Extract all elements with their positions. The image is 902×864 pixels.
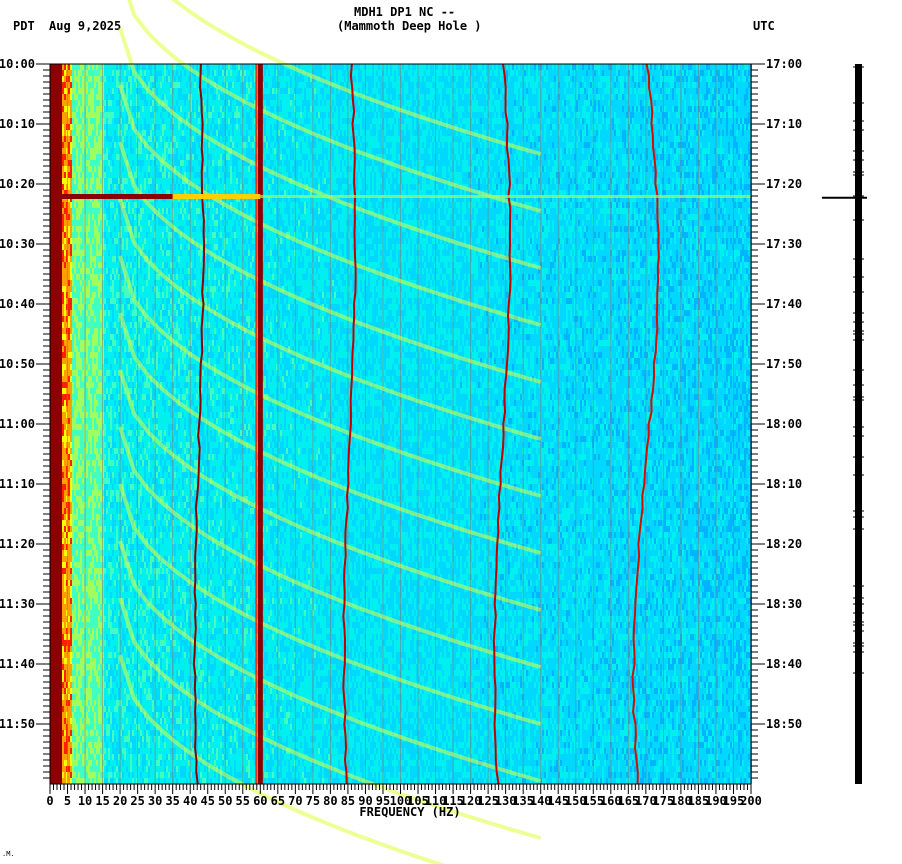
frequency-tick-label: 200 [740, 794, 762, 808]
left-time-tick-label: 11:30 [0, 597, 35, 611]
frequency-tick-label: 0 [46, 794, 53, 808]
seismogram-trace [822, 64, 867, 784]
left-time-tick-label: 11:40 [0, 657, 35, 671]
left-time-axis: 10:00 10:10 10:20 10:30 10:40 10:50 11:00 11:10… [0, 57, 50, 778]
frequency-tick-label: 65 [271, 794, 285, 808]
frequency-tick-label: 30 [148, 794, 162, 808]
right-time-tick-label: 17:30 [766, 237, 802, 251]
frequency-tick-label: 45 [200, 794, 214, 808]
frequency-tick-label: 80 [323, 794, 337, 808]
right-time-tick-label: 18:50 [766, 717, 802, 731]
x-axis-label: FREQUENCY (HZ) [359, 805, 460, 819]
left-time-tick-label: 10:20 [0, 177, 35, 191]
frequency-tick-label: 20 [113, 794, 127, 808]
footer-mark: .M. [2, 850, 15, 858]
right-time-tick-label: 17:50 [766, 357, 802, 371]
right-time-tick-label: 18:30 [766, 597, 802, 611]
frequency-tick-label: 70 [288, 794, 302, 808]
left-time-tick-label: 10:10 [0, 117, 35, 131]
frequency-tick-label: 25 [130, 794, 144, 808]
left-time-tick-label: 10:50 [0, 357, 35, 371]
left-time-tick-label: 11:20 [0, 537, 35, 551]
frequency-tick-label: 50 [218, 794, 232, 808]
frequency-tick-label: 15 [95, 794, 109, 808]
frequency-tick-label: 60 [253, 794, 267, 808]
left-time-tick-label: 11:10 [0, 477, 35, 491]
frequency-tick-label: 5 [64, 794, 71, 808]
spectrogram-chart: 10:00 10:10 10:20 10:30 10:40 10:50 11:00 11:10… [0, 0, 902, 864]
left-time-tick-label: 11:50 [0, 717, 35, 731]
frequency-tick-label: 35 [165, 794, 179, 808]
frequency-tick-label: 10 [78, 794, 92, 808]
right-time-tick-label: 18:20 [766, 537, 802, 551]
left-time-tick-label: 11:00 [0, 417, 35, 431]
right-time-tick-label: 18:10 [766, 477, 802, 491]
right-time-tick-label: 17:20 [766, 177, 802, 191]
right-time-tick-label: 18:00 [766, 417, 802, 431]
right-time-axis: 17:00 17:10 17:20 17:30 17:40 17:50 18:00 18:10… [751, 57, 802, 778]
right-time-tick-label: 17:10 [766, 117, 802, 131]
frequency-tick-label: 55 [236, 794, 250, 808]
right-time-tick-label: 18:40 [766, 657, 802, 671]
frequency-tick-label: 75 [306, 794, 320, 808]
frequency-tick-label: 85 [341, 794, 355, 808]
right-time-tick-label: 17:40 [766, 297, 802, 311]
right-time-tick-label: 17:00 [766, 57, 802, 71]
left-time-tick-label: 10:40 [0, 297, 35, 311]
left-time-tick-label: 10:00 [0, 57, 35, 71]
left-time-tick-label: 10:30 [0, 237, 35, 251]
frequency-tick-label: 40 [183, 794, 197, 808]
